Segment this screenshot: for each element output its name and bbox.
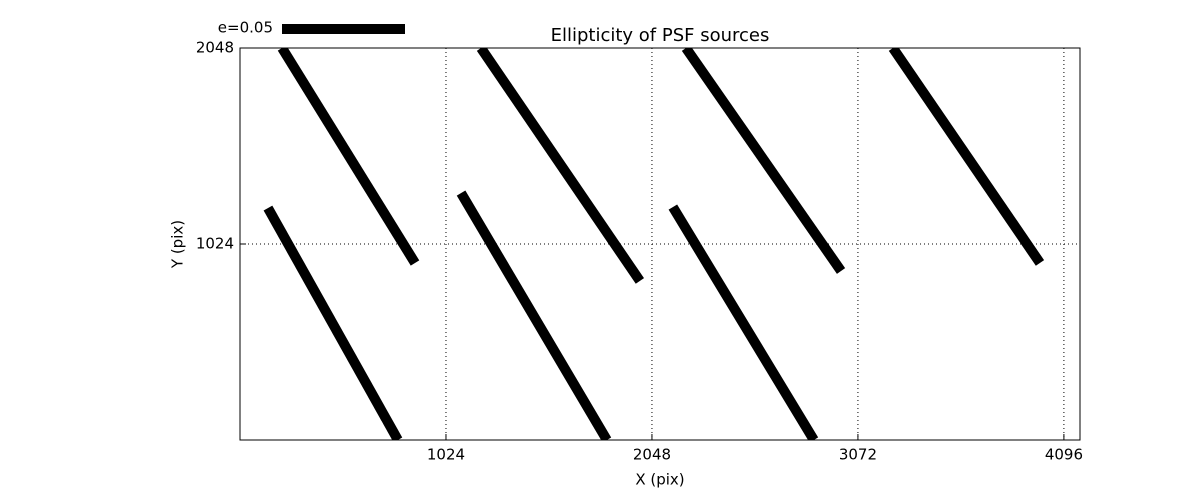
key-label: e=0.05 [218, 19, 273, 37]
ellipticity-stick [456, 190, 612, 440]
y-axis-label: Y (pix) [169, 220, 187, 269]
y-tick-label: 2048 [196, 39, 234, 57]
y-tick-label: 1024 [196, 235, 234, 253]
ellipticity-stick [681, 48, 846, 274]
ellipticity-stick [263, 205, 403, 440]
x-tick-label: 3072 [839, 446, 877, 464]
x-tick-label: 1024 [427, 446, 465, 464]
x-tick-label: 2048 [633, 446, 671, 464]
chart-title: Ellipticity of PSF sources [551, 25, 770, 46]
ellipticity-stick [476, 48, 645, 284]
ellipticity-stick [888, 48, 1045, 266]
ellipticity-stick [277, 48, 420, 266]
x-axis-label: X (pix) [635, 471, 684, 489]
x-tick-label: 4096 [1045, 446, 1083, 464]
plot-area [263, 48, 1045, 440]
ellipticity-stick [668, 204, 819, 440]
